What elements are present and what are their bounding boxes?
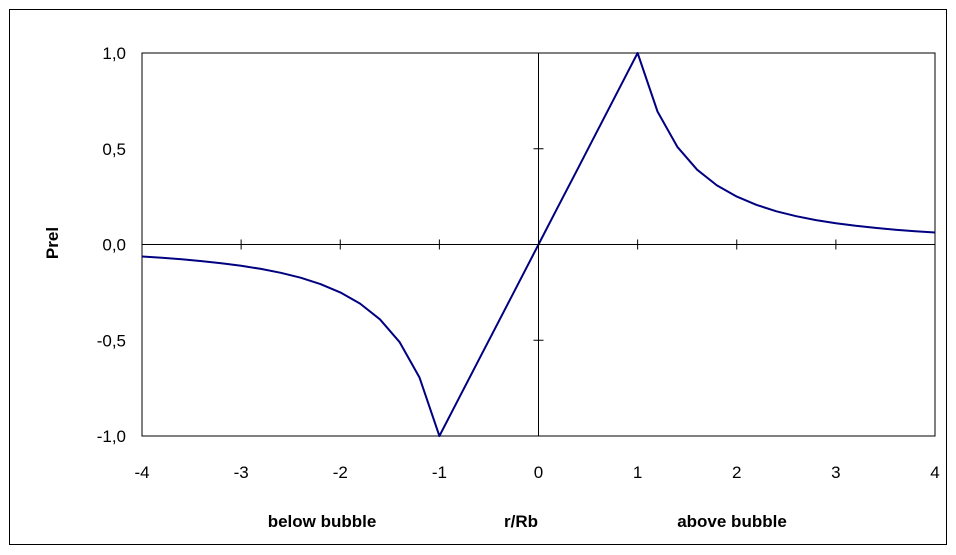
- y-tick-label: -0,5: [97, 331, 126, 350]
- x-tick-label: -2: [333, 463, 348, 482]
- x-axis-title: r/Rb: [504, 512, 538, 531]
- x-tick-label: 4: [930, 463, 939, 482]
- y-tick-label: 0,5: [102, 140, 126, 159]
- axis-ticks: [141, 52, 936, 437]
- x-tick-label: 3: [831, 463, 840, 482]
- chart-frame: [9, 9, 947, 545]
- y-tick-label: 1,0: [102, 44, 126, 63]
- x-tick-label: 1: [633, 463, 642, 482]
- annotation-below-bubble: below bubble: [268, 512, 377, 531]
- x-tick-label: -4: [134, 463, 149, 482]
- tick-labels: -4 -3 -2 -1 0 1 2 3 4 -1,0 -0,5 0,0 0,5 1,0: [97, 44, 940, 482]
- x-tick-label: -1: [432, 463, 447, 482]
- x-tick-label: 2: [732, 463, 741, 482]
- x-tick-label: 0: [534, 463, 543, 482]
- y-tick-label: 0,0: [102, 236, 126, 255]
- x-tick-label: -3: [234, 463, 249, 482]
- y-axis-title: Prel: [43, 227, 62, 259]
- y-tick-label: -1,0: [97, 427, 126, 446]
- annotation-above-bubble: above bubble: [677, 512, 787, 531]
